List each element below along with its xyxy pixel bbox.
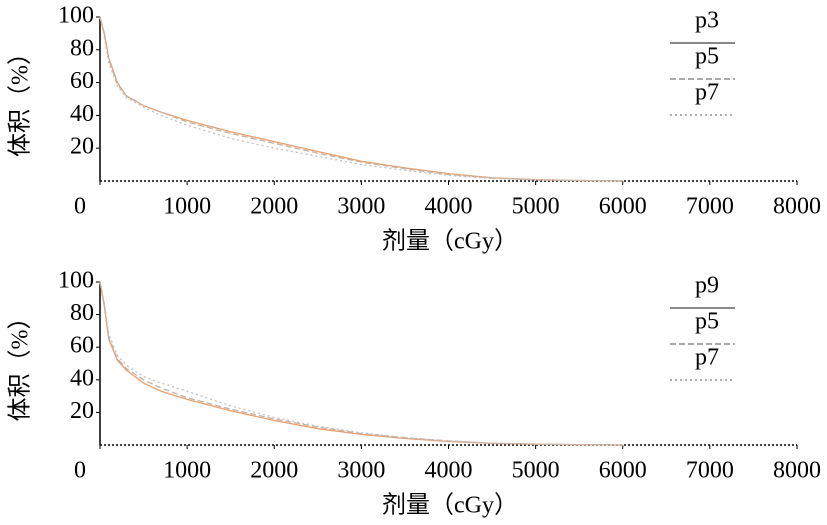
x-tick-label: 8000	[773, 194, 821, 220]
y-tick-label: 60	[70, 68, 94, 94]
x-tick-label: 0	[74, 458, 86, 484]
x-tick-label: 8000	[773, 458, 821, 484]
x-tick-label: 2000	[250, 194, 298, 220]
line-series	[99, 281, 623, 446]
x-tick-label: 3000	[337, 458, 385, 484]
x-axis-title: 剂量（cGy）	[382, 228, 518, 255]
y-tick-label: 20	[70, 398, 94, 424]
y-tick-label: 40	[70, 365, 94, 391]
y-tick-label: 20	[70, 134, 94, 160]
line-series	[99, 16, 623, 182]
y-tick-label: 80	[70, 300, 94, 326]
legend-label: p3	[695, 8, 719, 34]
legend-label: p5	[695, 309, 719, 335]
x-tick-label: 0	[74, 194, 86, 220]
x-tick-label: 6000	[599, 194, 647, 220]
legend-label: p7	[695, 345, 719, 371]
line-series	[99, 281, 623, 446]
x-axis-title: 剂量（cGy）	[382, 492, 518, 519]
x-tick-label: 1000	[163, 458, 211, 484]
x-tick-label: 4000	[425, 194, 473, 220]
x-tick-label: 5000	[512, 194, 560, 220]
legend-label: p9	[695, 273, 719, 299]
y-tick-label: 60	[70, 333, 94, 359]
y-tick-label: 100	[58, 3, 94, 29]
legend-label: p7	[695, 80, 719, 106]
x-tick-label: 7000	[686, 458, 734, 484]
line-series	[99, 16, 623, 182]
y-tick-label: 100	[58, 268, 94, 294]
y-tick-label: 80	[70, 35, 94, 61]
x-tick-label: 5000	[512, 458, 560, 484]
line-series	[99, 16, 623, 182]
line-series	[99, 281, 623, 446]
y-axis-title: 体积（%）	[7, 306, 34, 422]
x-tick-label: 7000	[686, 194, 734, 220]
x-tick-label: 6000	[599, 458, 647, 484]
y-axis-title: 体积（%）	[7, 41, 34, 157]
x-tick-label: 4000	[425, 458, 473, 484]
x-tick-label: 1000	[163, 194, 211, 220]
x-tick-label: 3000	[337, 194, 385, 220]
legend-label: p5	[695, 44, 719, 70]
x-tick-label: 2000	[250, 458, 298, 484]
y-tick-label: 40	[70, 101, 94, 127]
